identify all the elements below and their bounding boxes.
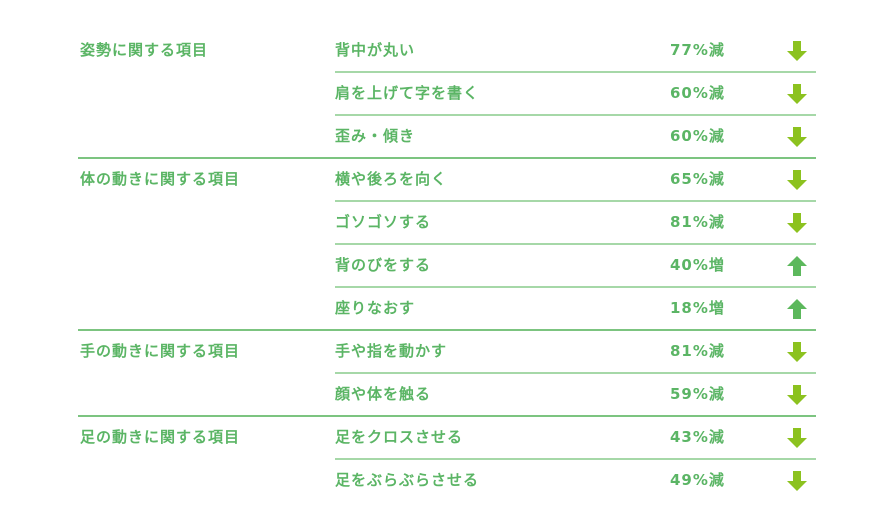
item-label: 手や指を動かす — [335, 342, 448, 360]
change-value: 43%減 — [670, 428, 725, 446]
arrow-down-icon — [787, 385, 807, 405]
table-row: 歪み・傾き 60%減 — [0, 115, 879, 158]
row-divider — [335, 286, 816, 288]
change-value: 49%減 — [670, 471, 725, 489]
arrow-down-icon — [787, 342, 807, 362]
table-row: 肩を上げて字を書く 60%減 — [0, 72, 879, 115]
table-row: 顔や体を触る 59%減 — [0, 373, 879, 416]
row-divider — [335, 458, 816, 460]
item-label: 足をクロスさせる — [335, 428, 464, 446]
table-row: 手の動きに関する項目 手や指を動かす 81%減 — [0, 330, 879, 373]
table-row: 座りなおす 18%増 — [0, 287, 879, 330]
group-divider — [78, 157, 816, 159]
item-label: 足をぶらぶらさせる — [335, 471, 480, 489]
arrow-down-icon — [787, 428, 807, 448]
item-label: 座りなおす — [335, 299, 416, 317]
group-divider — [78, 415, 816, 417]
item-label: 背中が丸い — [335, 41, 416, 59]
change-value: 18%増 — [670, 299, 725, 317]
table-row: 足の動きに関する項目 足をクロスさせる 43%減 — [0, 416, 879, 459]
table-row: 姿勢に関する項目 背中が丸い 77%減 — [0, 29, 879, 72]
arrow-down-icon — [787, 127, 807, 147]
table-row: 足をぶらぶらさせる 49%減 — [0, 459, 879, 502]
arrow-down-icon — [787, 41, 807, 61]
item-label: 背のびをする — [335, 256, 432, 274]
arrow-down-icon — [787, 84, 807, 104]
item-label: 歪み・傾き — [335, 127, 416, 145]
change-value: 40%増 — [670, 256, 725, 274]
row-divider — [335, 200, 816, 202]
change-value: 81%減 — [670, 213, 725, 231]
row-divider — [335, 114, 816, 116]
table-row: 背のびをする 40%増 — [0, 244, 879, 287]
category-label: 手の動きに関する項目 — [80, 342, 241, 360]
change-value: 60%減 — [670, 84, 725, 102]
change-value: 59%減 — [670, 385, 725, 403]
change-value: 81%減 — [670, 342, 725, 360]
item-label: 横や後ろを向く — [335, 170, 448, 188]
category-label: 体の動きに関する項目 — [80, 170, 241, 188]
table-row: ゴソゴソする 81%減 — [0, 201, 879, 244]
change-value: 65%減 — [670, 170, 725, 188]
change-value: 77%減 — [670, 41, 725, 59]
arrow-up-icon — [787, 256, 807, 276]
row-divider — [335, 372, 816, 374]
item-label: 肩を上げて字を書く — [335, 84, 480, 102]
arrow-down-icon — [787, 170, 807, 190]
category-label: 姿勢に関する項目 — [80, 41, 209, 59]
category-label: 足の動きに関する項目 — [80, 428, 241, 446]
group-divider — [78, 329, 816, 331]
arrow-down-icon — [787, 213, 807, 233]
item-label: 顔や体を触る — [335, 385, 432, 403]
table-row: 体の動きに関する項目 横や後ろを向く 65%減 — [0, 158, 879, 201]
arrow-down-icon — [787, 471, 807, 491]
item-label: ゴソゴソする — [335, 213, 432, 231]
arrow-up-icon — [787, 299, 807, 319]
row-divider — [335, 71, 816, 73]
change-value: 60%減 — [670, 127, 725, 145]
row-divider — [335, 243, 816, 245]
